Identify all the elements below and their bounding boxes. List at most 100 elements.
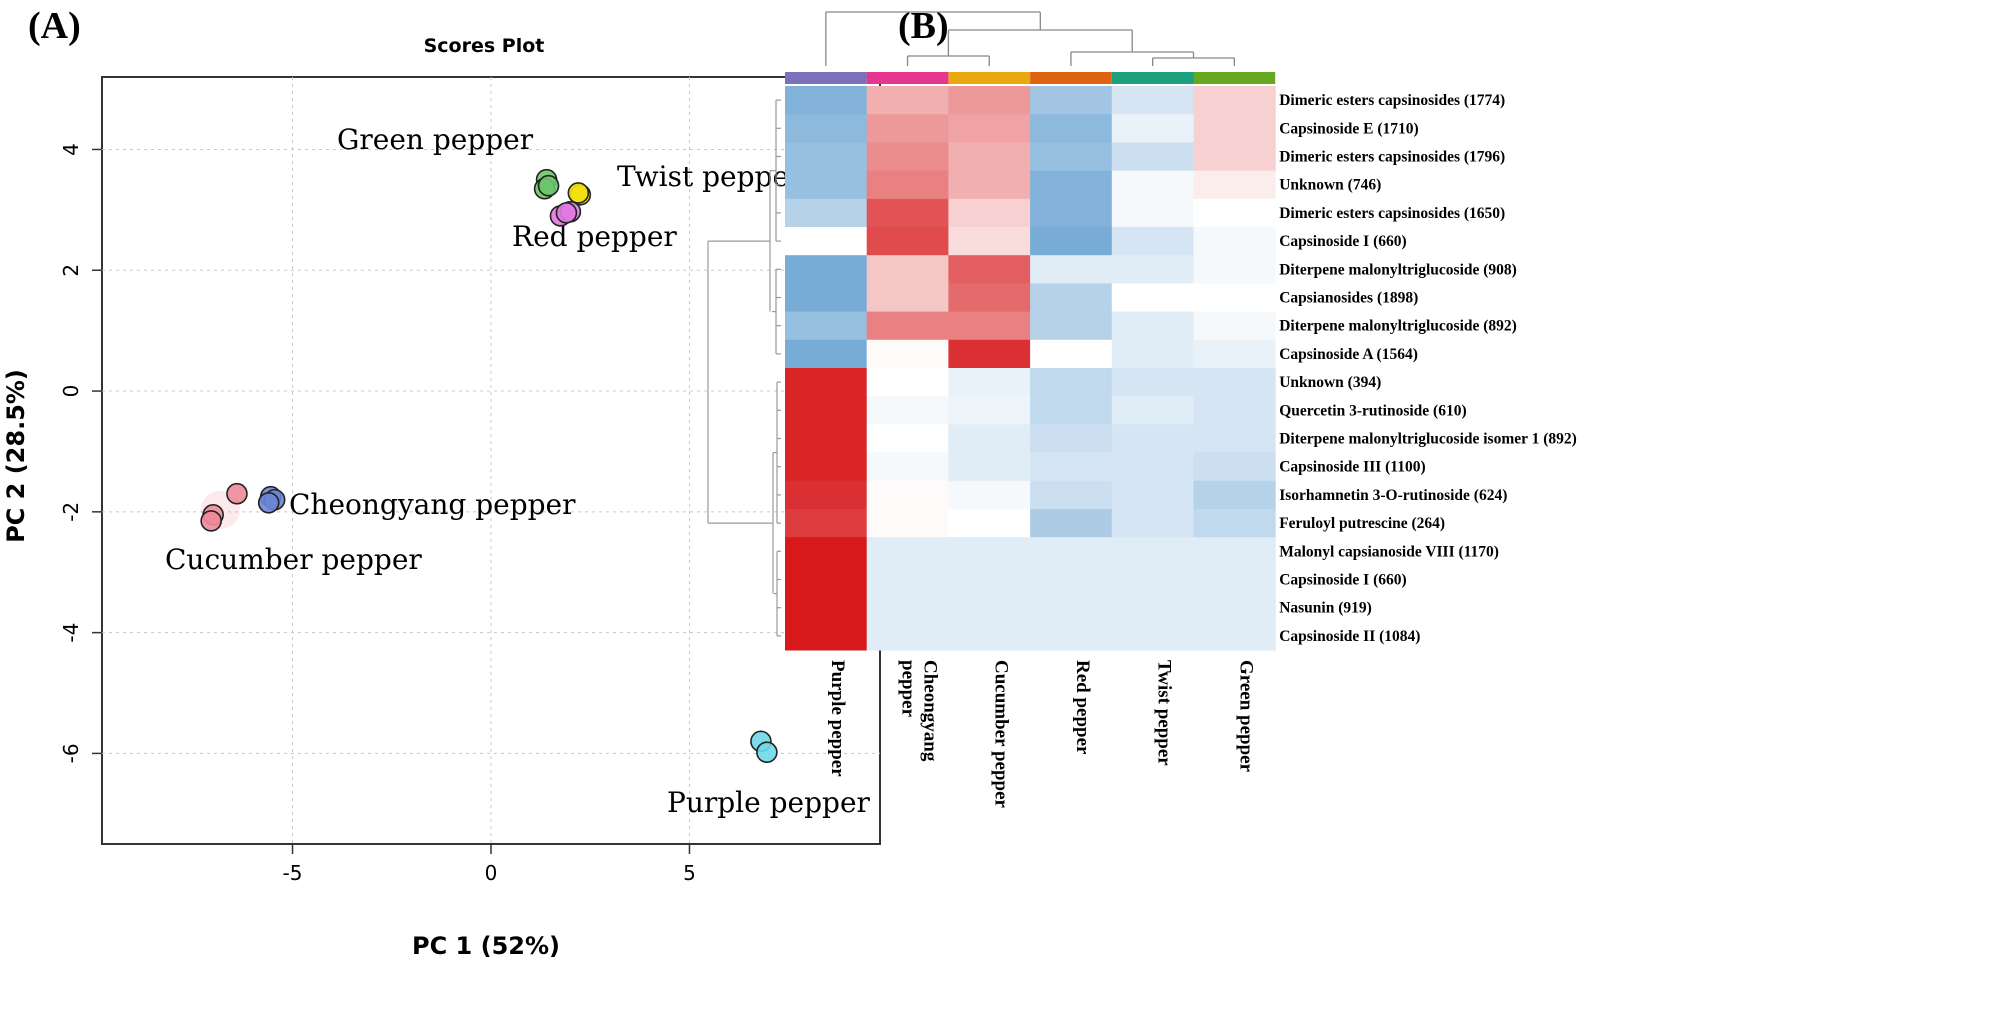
heatmap-cell bbox=[1030, 509, 1113, 538]
heatmap-cell bbox=[948, 142, 1031, 172]
heatmap-cell bbox=[866, 452, 949, 482]
heatmap-cell bbox=[948, 565, 1031, 595]
row-label: Unknown (394) bbox=[1279, 374, 1381, 391]
heatmap-cell bbox=[1111, 509, 1194, 538]
heatmap-cell bbox=[866, 593, 949, 623]
row-label: Diterpene malonyltriglucoside (908) bbox=[1279, 261, 1517, 278]
heatmap-cell bbox=[1193, 509, 1276, 538]
heatmap-cell bbox=[1193, 396, 1276, 425]
row-label: Quercetin 3-rutinoside (610) bbox=[1279, 402, 1466, 419]
heatmap-cell bbox=[1030, 255, 1113, 284]
heatmap-cell bbox=[1193, 311, 1276, 341]
heatmap-cell bbox=[866, 227, 949, 256]
heatmap-cell bbox=[948, 480, 1031, 510]
heatmap-cell bbox=[1193, 452, 1276, 482]
heatmap-cell bbox=[785, 227, 868, 256]
heatmap-cell bbox=[1111, 396, 1194, 425]
heatmap-cell bbox=[948, 255, 1031, 284]
heatmap-cell bbox=[948, 227, 1031, 256]
y-tick-label: -2 bbox=[59, 502, 83, 522]
column-label-red-pepper: Red pepper bbox=[1072, 660, 1093, 755]
heatmap-cell bbox=[1193, 170, 1276, 200]
heatmap-cell bbox=[1193, 255, 1276, 284]
label-green-pepper: Green pepper bbox=[337, 123, 534, 156]
series-cucumber-pepper bbox=[200, 482, 248, 532]
heatmap-cell bbox=[1111, 283, 1194, 313]
heatmap-cell bbox=[866, 480, 949, 510]
scatter-ticks: -5 0 5 4 2 0 -2 -4 -6 bbox=[59, 143, 696, 885]
scores-plot: Scores Plot -5 0 5 4 2 0 -2 -4 -6 Green pepper T… bbox=[2, 35, 881, 960]
heatmap-cell bbox=[785, 114, 868, 143]
heatmap-cell bbox=[1030, 114, 1113, 143]
heatmap-cell bbox=[1030, 480, 1113, 510]
column-dendrogram bbox=[825, 11, 1235, 66]
heatmap-cell bbox=[1030, 198, 1113, 228]
series-twist-pepper bbox=[567, 182, 592, 206]
row-label: Malonyl capsianoside VIII (1170) bbox=[1279, 543, 1499, 560]
heatmap-cell bbox=[1111, 311, 1194, 341]
column-label-cucumber-pepper: Cucumber pepper bbox=[990, 660, 1011, 809]
point-twist-pepper bbox=[567, 182, 590, 204]
heatmap-cell bbox=[948, 396, 1031, 425]
heatmap-cell bbox=[948, 114, 1031, 143]
heatmap-cell bbox=[785, 142, 868, 172]
heatmap-cell bbox=[785, 621, 868, 651]
heatmap-cell bbox=[948, 509, 1031, 538]
heatmap-cell bbox=[1030, 86, 1113, 115]
heatmap-cell bbox=[785, 452, 868, 482]
heatmap-cell bbox=[785, 86, 868, 115]
label-red-pepper: Red pepper bbox=[512, 220, 677, 253]
heatmap-cell bbox=[948, 452, 1031, 482]
x-axis-label: PC 1 (52%) bbox=[412, 932, 560, 960]
row-label: Capsinoside II (1084) bbox=[1279, 628, 1420, 645]
heatmap-cell bbox=[866, 565, 949, 595]
heatmap-cell bbox=[785, 396, 868, 425]
heatmap-cell bbox=[1030, 537, 1113, 566]
heatmap-cell bbox=[948, 86, 1031, 115]
heatmap-cell bbox=[1030, 283, 1113, 313]
heatmap-cell bbox=[1193, 86, 1276, 115]
class-bar-purple-pepper bbox=[785, 72, 867, 84]
series-green-pepper bbox=[533, 168, 560, 200]
row-label: Unknown (746) bbox=[1279, 177, 1381, 194]
heatmap-cell bbox=[866, 396, 949, 425]
heatmap-cell bbox=[1030, 593, 1113, 623]
heatmap-cell bbox=[1193, 424, 1276, 454]
label-cucumber-pepper: Cucumber pepper bbox=[165, 543, 422, 576]
heatmap-cell bbox=[1193, 198, 1276, 228]
heatmap-cell bbox=[1111, 424, 1194, 454]
heatmap-cell bbox=[1193, 283, 1276, 313]
heatmap-cell bbox=[866, 114, 949, 143]
heatmap-cell bbox=[1111, 537, 1194, 566]
row-label: Capsinoside III (1100) bbox=[1279, 459, 1425, 476]
y-tick-label: 2 bbox=[59, 264, 83, 277]
point-cucumber-pepper bbox=[226, 482, 248, 505]
heatmap-cell bbox=[785, 311, 868, 341]
x-tick-label: -5 bbox=[283, 861, 303, 885]
column-label-cheongyang-pepper: Cheongyang bbox=[920, 660, 941, 762]
row-labels: Dimeric esters capsinosides (1774) Capsin… bbox=[1279, 92, 1577, 645]
heatmap-cell bbox=[948, 283, 1031, 313]
point-cucumber-pepper bbox=[200, 510, 222, 532]
heatmap-cell bbox=[1111, 621, 1194, 651]
heatmap-cell bbox=[1193, 537, 1276, 566]
row-label: Capsinoside A (1564) bbox=[1279, 346, 1418, 363]
class-bar-green-pepper bbox=[1193, 72, 1276, 84]
y-tick-label: 0 bbox=[59, 385, 83, 398]
heatmap-cell bbox=[1193, 142, 1276, 172]
heatmap-cell bbox=[1030, 142, 1113, 172]
panel-b-label: (B) bbox=[898, 5, 949, 47]
row-label: Dimeric esters capsinosides (1796) bbox=[1279, 149, 1505, 166]
heatmap-cell bbox=[948, 311, 1031, 341]
x-tick-label: 5 bbox=[683, 861, 696, 885]
heatmap-cell bbox=[1193, 368, 1276, 397]
heatmap-cells bbox=[785, 86, 1276, 651]
heatmap-cell bbox=[785, 480, 868, 510]
heatmap-cell bbox=[866, 424, 949, 454]
series-red-pepper bbox=[549, 200, 582, 227]
label-cheongyang-pepper: Cheongyang pepper bbox=[289, 488, 576, 521]
heatmap-cell bbox=[866, 255, 949, 284]
heatmap-cell bbox=[785, 198, 868, 228]
heatmap-cell bbox=[1193, 621, 1276, 651]
